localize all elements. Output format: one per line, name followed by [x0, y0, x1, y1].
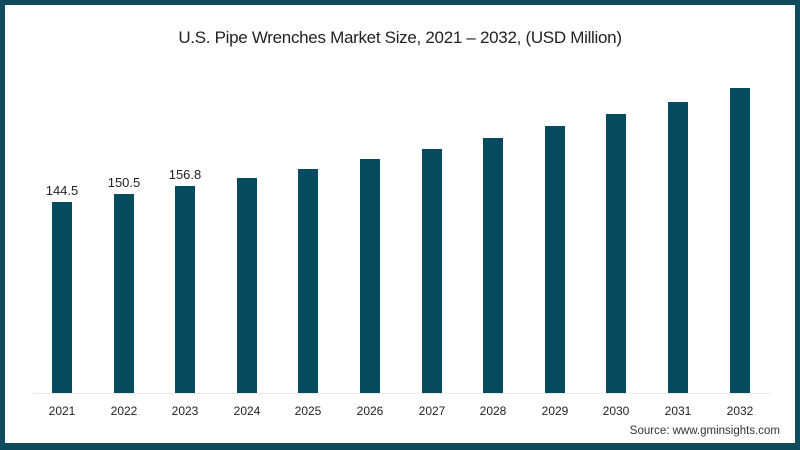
chart-title: U.S. Pipe Wrenches Market Size, 2021 – 2… — [178, 28, 622, 47]
x-tick-label: 2028 — [479, 404, 507, 418]
value-label: 156.8 — [168, 167, 202, 182]
bar-2029 — [545, 126, 565, 393]
x-tick-label: 2030 — [602, 404, 630, 418]
bar-2032 — [730, 88, 750, 393]
value-label: 150.5 — [107, 175, 141, 190]
x-tick-label: 2022 — [110, 404, 138, 418]
x-tick-label: 2026 — [356, 404, 384, 418]
x-tick-label: 2023 — [171, 404, 199, 418]
bar-2028 — [483, 138, 503, 393]
bar-2031 — [668, 102, 688, 393]
bar-2026 — [360, 159, 380, 393]
bar-2027 — [422, 149, 442, 393]
bar-2024 — [237, 178, 257, 393]
x-tick-label: 2027 — [418, 404, 446, 418]
x-tick-label: 2025 — [294, 404, 322, 418]
chart-frame — [5, 5, 795, 443]
value-label: 144.5 — [45, 183, 79, 198]
x-tick-label: 2031 — [664, 404, 692, 418]
bar-2030 — [606, 114, 626, 393]
bar-2021 — [52, 202, 72, 393]
bar-2025 — [298, 169, 318, 393]
x-tick-label: 2032 — [726, 404, 754, 418]
source-note: Source: www.gminsights.com — [629, 425, 780, 437]
x-tick-label: 2024 — [233, 404, 261, 418]
x-axis-line — [33, 393, 770, 394]
x-tick-label: 2021 — [48, 404, 76, 418]
bar-2022 — [114, 194, 134, 393]
bar-2023 — [175, 186, 195, 393]
x-tick-label: 2029 — [541, 404, 569, 418]
